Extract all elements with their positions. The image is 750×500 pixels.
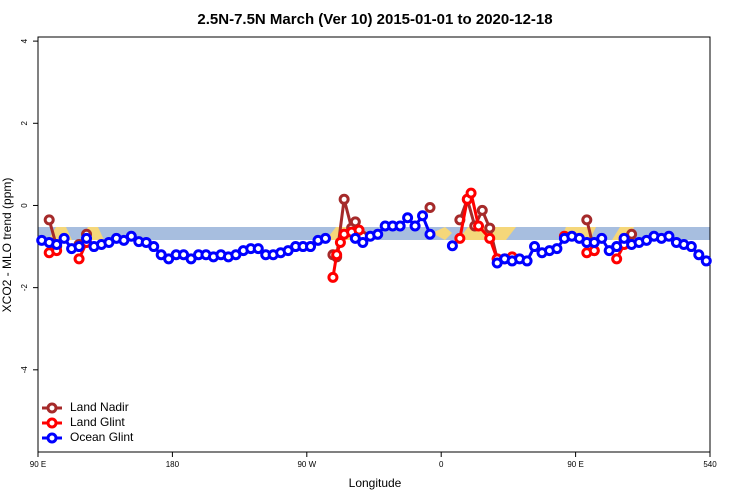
- data-point: [663, 230, 675, 242]
- data-point: [43, 214, 55, 226]
- data-point: [484, 232, 496, 244]
- x-tick-label: 0: [439, 460, 444, 469]
- data-point: [81, 232, 93, 244]
- data-point: [685, 241, 697, 253]
- data-point: [700, 255, 712, 267]
- data-point: [334, 236, 346, 248]
- data-point: [394, 220, 406, 232]
- data-point: [58, 232, 70, 244]
- data-point: [611, 253, 623, 265]
- legend-label: Ocean Glint: [70, 430, 134, 444]
- data-point: [349, 216, 361, 228]
- data-point: [465, 187, 477, 199]
- data-point: [551, 243, 563, 255]
- legend-marker: [46, 402, 58, 414]
- x-axis-label: Longitude: [349, 476, 402, 490]
- land-band: [432, 227, 452, 240]
- legend-label: Land Nadir: [70, 400, 129, 414]
- data-point: [372, 228, 384, 240]
- data-point: [402, 212, 414, 224]
- data-point: [693, 249, 705, 261]
- data-point: [357, 236, 369, 248]
- data-point: [51, 239, 63, 250]
- legend-marker: [46, 417, 58, 429]
- y-tick-label: 4: [20, 38, 29, 43]
- x-tick-label: 90 E: [567, 460, 583, 469]
- data-point: [618, 232, 630, 244]
- data-point: [529, 241, 541, 253]
- data-point: [417, 210, 429, 222]
- data-point: [596, 232, 608, 244]
- data-point: [331, 249, 343, 261]
- y-tick-label: 0: [20, 203, 29, 208]
- y-tick-label: -4: [20, 366, 29, 374]
- x-tick-label: 90 W: [297, 460, 316, 469]
- data-point: [73, 253, 85, 265]
- data-point: [305, 241, 317, 253]
- data-point: [319, 232, 331, 244]
- data-point: [484, 222, 496, 234]
- data-point: [476, 204, 488, 216]
- data-point: [148, 241, 160, 253]
- data-point: [446, 240, 458, 252]
- y-axis-label: XCO2 - MLO trend (ppm): [0, 178, 14, 313]
- y-tick-label: 2: [20, 121, 29, 126]
- data-point: [424, 228, 436, 240]
- legend-marker: [46, 432, 58, 444]
- data-point: [73, 241, 85, 253]
- data-point: [327, 271, 339, 283]
- y-tick-label: -2: [20, 284, 29, 292]
- data-point: [252, 243, 264, 255]
- x-tick-label: 180: [166, 460, 180, 469]
- data-point: [454, 232, 466, 244]
- legend-label: Land Glint: [70, 415, 125, 429]
- data-point: [424, 202, 436, 214]
- data-point: [521, 255, 533, 267]
- data-point: [611, 241, 623, 253]
- x-tick-label: 540: [703, 460, 717, 469]
- x-tick-label: 90 E: [30, 460, 46, 469]
- data-point: [125, 230, 137, 242]
- data-point: [338, 193, 350, 205]
- plot-frame: [37, 36, 711, 453]
- chart-title: 2.5N-7.5N March (Ver 10) 2015-01-01 to 2…: [197, 11, 552, 28]
- data-point: [473, 220, 485, 232]
- data-point: [409, 220, 421, 232]
- data-point: [581, 214, 593, 226]
- data-point: [353, 224, 365, 236]
